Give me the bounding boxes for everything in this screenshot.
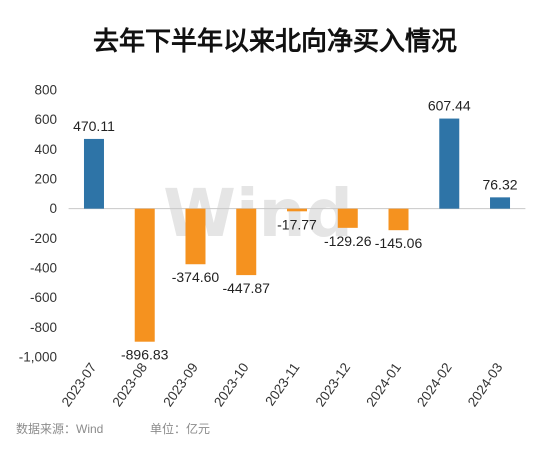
y-axis: 800 600 400 200 0 -200 -400 -600 -800 -1,000 xyxy=(19,83,57,365)
chart-title: 去年下半年以来北向净买入情况 xyxy=(93,26,457,56)
value-label-2023-07: 470.11 xyxy=(73,118,115,134)
y-tick-label: -200 xyxy=(30,231,57,246)
bar-2023-10 xyxy=(236,208,257,276)
bar-2023-12 xyxy=(337,208,358,228)
value-label-2024-01: -145.06 xyxy=(375,235,423,251)
y-tick-label: 600 xyxy=(34,112,57,127)
y-tick-label: -600 xyxy=(30,290,57,305)
data-labels: 470.11 -896.83 -374.60-447.87 -17.77 -129.26… xyxy=(73,98,518,363)
bar-2024-01 xyxy=(388,208,409,231)
y-tick-label: 400 xyxy=(34,142,57,157)
bar-2024-03 xyxy=(490,197,511,209)
value-label-2023-10: -447.87 xyxy=(222,280,270,296)
bars xyxy=(83,118,511,342)
value-label-2023-09: -374.60 xyxy=(172,269,220,285)
value-label-2024-02: 607.44 xyxy=(428,98,471,114)
unit-note: 单位：亿元 xyxy=(150,421,210,436)
bar-2023-08 xyxy=(134,208,155,342)
y-tick-label: -1,000 xyxy=(19,350,57,365)
value-label-2023-08: -896.83 xyxy=(121,347,169,363)
y-tick-label: 200 xyxy=(34,172,57,187)
value-label-2023-11: -17.77 xyxy=(277,216,317,232)
bar-2023-09 xyxy=(185,208,206,265)
bar-2024-02 xyxy=(439,118,460,209)
y-tick-label: -400 xyxy=(30,261,57,276)
value-label-2024-03: 76.32 xyxy=(482,176,517,192)
value-label-2023-12: -129.26 xyxy=(324,233,372,249)
data-source-note: 数据来源：Wind xyxy=(16,421,103,436)
y-tick-label: 800 xyxy=(34,83,57,98)
y-tick-label: -800 xyxy=(30,320,57,335)
y-tick-label: 0 xyxy=(49,201,57,216)
bar-2023-11 xyxy=(287,208,307,212)
bar-2023-07 xyxy=(83,138,104,209)
